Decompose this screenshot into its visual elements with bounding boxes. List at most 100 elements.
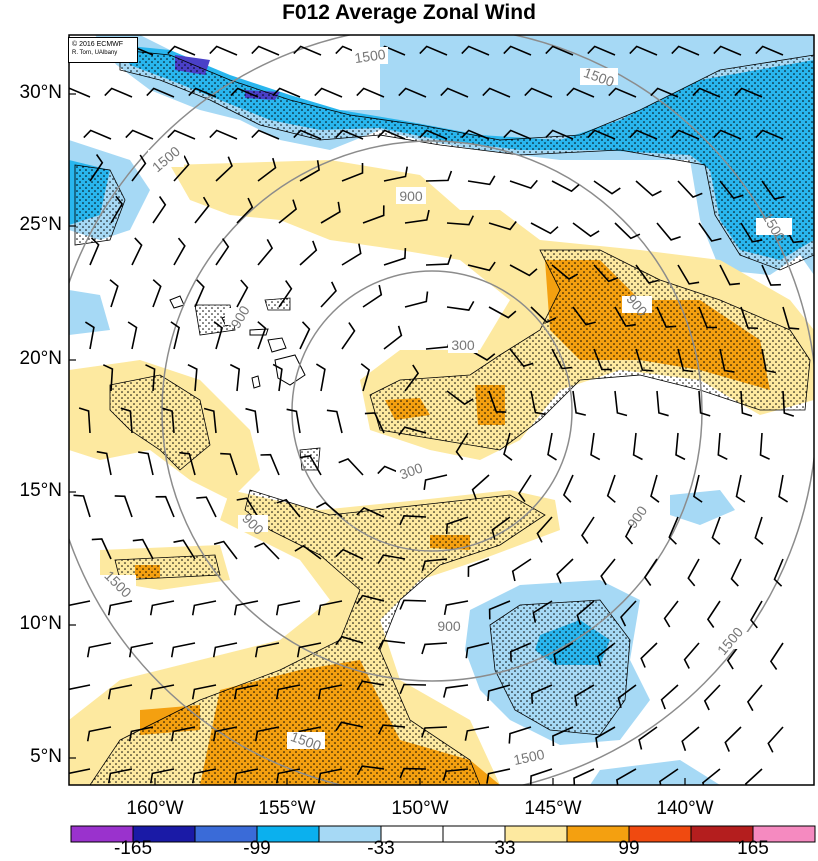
wind-barb <box>730 558 742 587</box>
wind-barb <box>212 642 238 658</box>
wind-barb <box>299 160 320 182</box>
wind-barb <box>683 642 700 669</box>
wind-barb <box>104 87 133 98</box>
wind-barb <box>404 364 420 392</box>
wind-barb <box>399 514 427 526</box>
wind-barb <box>635 348 653 372</box>
wind-barb <box>464 726 490 741</box>
wind-barb <box>145 364 156 392</box>
wind-barb <box>233 768 259 784</box>
wind-barb <box>398 87 427 98</box>
wind-barb <box>86 642 112 658</box>
contour-label-1500-n: 1500 <box>353 46 386 66</box>
wind-barb <box>138 451 154 476</box>
wind-barb <box>286 408 301 434</box>
wind-barb <box>593 180 621 195</box>
contour-label-1500-s2: 1500 <box>512 746 546 768</box>
wind-barb <box>317 600 343 616</box>
wind-barb <box>532 600 553 623</box>
wind-barb <box>587 45 616 56</box>
wind-barb <box>152 279 162 308</box>
wind-barb <box>488 221 517 231</box>
wind-barb <box>617 684 637 709</box>
wind-barb <box>650 87 679 98</box>
wind-barb <box>383 248 407 266</box>
wind-barb <box>677 264 700 285</box>
wind-barb <box>162 407 175 434</box>
wind-barb <box>769 642 784 670</box>
wind-barb <box>530 390 546 416</box>
wind-barb <box>572 222 600 238</box>
wind-barb <box>326 409 343 434</box>
wind-barb <box>486 768 511 784</box>
wind-barb <box>404 209 430 224</box>
wind-barb <box>629 45 658 56</box>
wind-barb <box>467 261 496 272</box>
lon-label-140w: 140°W <box>656 798 714 819</box>
wind-barb <box>717 432 728 461</box>
wind-barb <box>719 264 740 286</box>
wind-barb <box>220 452 238 476</box>
wind-barb <box>446 215 475 226</box>
wind-barb <box>341 243 362 266</box>
stipple-west-jet <box>74 164 126 246</box>
wind-barb <box>530 222 559 235</box>
wind-barb <box>275 684 301 700</box>
wind-barb <box>356 506 385 518</box>
wind-barb <box>614 306 636 327</box>
wind-barb <box>503 432 513 461</box>
stipple-small-2 <box>264 297 291 311</box>
wind-barb <box>677 348 694 373</box>
colorbar-label-33: 33 <box>494 838 516 859</box>
wind-barb <box>377 554 406 565</box>
wind-barb <box>316 501 343 518</box>
wind-barb <box>593 264 619 283</box>
wind-barb <box>209 129 238 140</box>
stipple-west <box>109 374 211 471</box>
wind-barb <box>341 163 364 182</box>
stipple-southwest <box>114 554 221 581</box>
wind-barb <box>91 538 112 560</box>
map-area: 1500 1500 1500 1500 1500 1500 1500 1500 … <box>69 35 814 785</box>
wind-barb <box>692 474 703 503</box>
wind-barb <box>663 600 679 628</box>
wind-barb <box>102 364 114 392</box>
wind-barb <box>650 474 660 503</box>
wind-barb <box>215 156 233 182</box>
wind-barb <box>576 600 595 625</box>
wind-barb <box>551 180 580 193</box>
wind-barb <box>293 45 322 56</box>
contour-label-300-n: 300 <box>451 337 475 353</box>
wind-barb <box>399 767 427 779</box>
wind-barb <box>608 87 637 98</box>
wind-barb <box>750 600 763 629</box>
wind-barb <box>488 600 511 620</box>
wind-barb <box>299 321 311 350</box>
wind-barb <box>503 45 532 56</box>
wind-barb <box>170 726 196 742</box>
wind-barb <box>377 129 406 140</box>
contour-label-300-s: 300 <box>397 459 425 482</box>
stipple-southeast <box>489 599 631 736</box>
wind-barb <box>213 540 238 560</box>
wind-barb <box>257 157 277 182</box>
contour-label-900-n: 900 <box>399 188 423 204</box>
wind-barb <box>671 129 700 140</box>
wind-barb <box>759 432 770 460</box>
wind-barb <box>740 390 753 417</box>
wind-barb <box>89 237 100 266</box>
wind-barb <box>491 516 511 540</box>
wind-barb <box>251 45 280 56</box>
wind-barb <box>530 684 553 704</box>
wind-barb <box>173 155 190 182</box>
wind-barb <box>131 237 143 266</box>
wind-barb <box>572 306 596 326</box>
stipple-north <box>119 49 814 271</box>
wind-barb <box>419 45 448 56</box>
wind-barb <box>213 321 224 350</box>
wind-barb <box>553 642 574 665</box>
lon-label-150w: 150°W <box>391 798 449 819</box>
wind-barb <box>69 600 91 607</box>
map-title: F012 Average Zonal Wind <box>282 1 536 24</box>
wind-barb <box>482 87 511 98</box>
